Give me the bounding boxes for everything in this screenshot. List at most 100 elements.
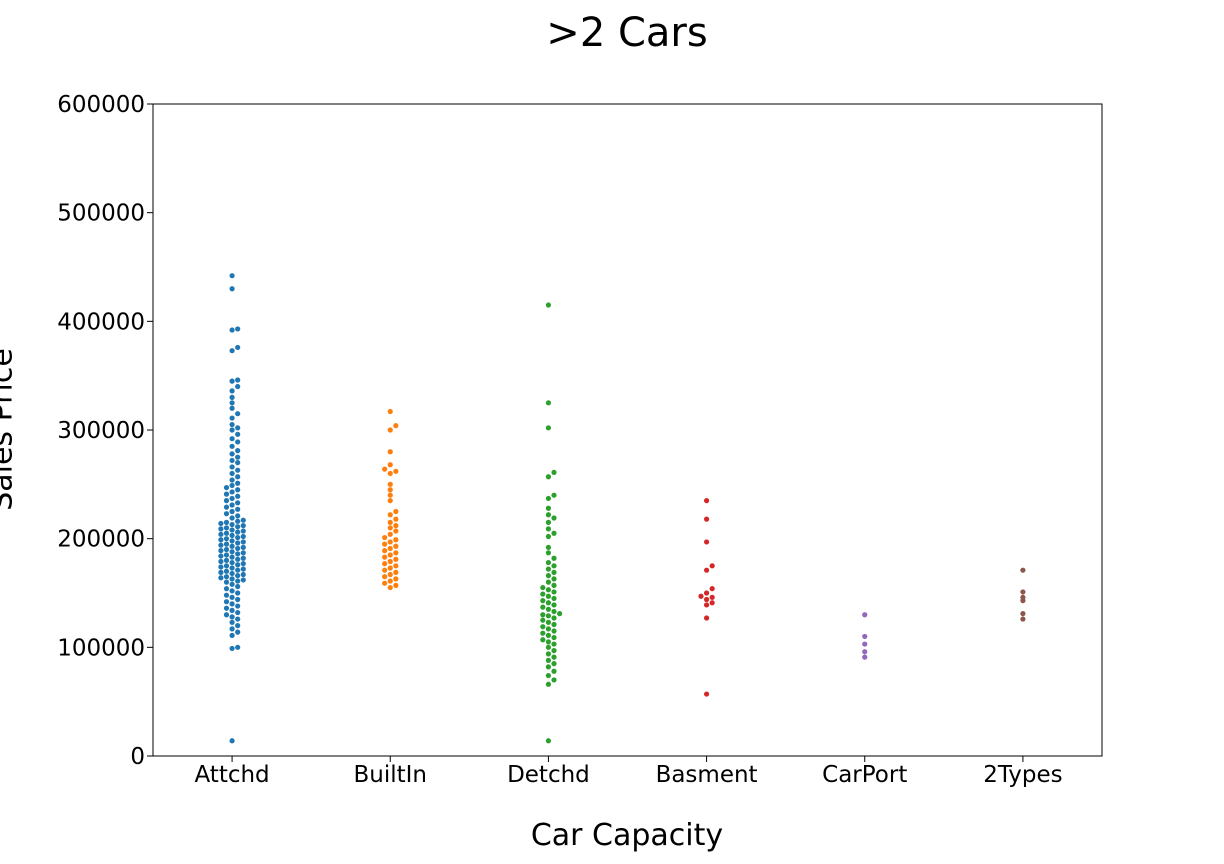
- data-point-detchd: [545, 613, 552, 619]
- data-point-attchd: [223, 568, 230, 574]
- data-point-detchd: [551, 530, 557, 536]
- data-point-builtin: [382, 534, 388, 541]
- data-point-builtin: [387, 519, 393, 525]
- data-point-attchd: [235, 474, 241, 480]
- data-point-detchd: [551, 563, 557, 569]
- data-point-attchd: [229, 508, 235, 515]
- data-point-attchd: [218, 548, 224, 554]
- data-point-attchd: [229, 570, 235, 577]
- data-point-carport: [862, 633, 868, 640]
- data-point-attchd: [223, 511, 230, 517]
- data-point-basment: [698, 593, 704, 599]
- data-point-detchd: [545, 664, 552, 670]
- data-point-builtin: [387, 512, 393, 518]
- data-point-basment: [703, 516, 710, 522]
- data-point-detchd: [545, 593, 552, 599]
- data-point-carport: [862, 612, 868, 618]
- data-point-detchd: [545, 400, 552, 406]
- data-point-detchd: [545, 639, 552, 645]
- data-point-attchd: [229, 415, 235, 421]
- data-point-basment: [709, 563, 715, 569]
- data-point-attchd: [240, 571, 246, 578]
- data-point-detchd: [545, 495, 552, 502]
- data-point-attchd: [235, 529, 241, 535]
- data-point-attchd: [229, 400, 235, 406]
- data-point-attchd: [223, 530, 230, 536]
- data-point-attchd: [229, 502, 235, 508]
- data-point-builtin: [387, 427, 393, 433]
- data-point-basment: [703, 498, 710, 504]
- data-points: [218, 273, 1026, 744]
- data-point-attchd: [235, 460, 241, 466]
- data-point-attchd: [229, 549, 235, 555]
- data-point-builtin: [387, 531, 393, 537]
- data-point-builtin: [387, 481, 393, 487]
- data-point-detchd: [545, 559, 552, 566]
- data-point-attchd: [240, 533, 246, 540]
- data-point-attchd: [229, 554, 235, 560]
- data-point-builtin: [382, 548, 388, 554]
- data-point-carport: [862, 654, 868, 660]
- data-point-attchd: [235, 540, 241, 546]
- data-point-attchd: [223, 519, 230, 525]
- data-point-basment: [709, 586, 715, 592]
- data-point-builtin: [387, 565, 393, 571]
- x-tick-label: Detchd: [507, 762, 590, 788]
- data-point-attchd: [235, 518, 241, 524]
- data-point-attchd: [235, 439, 241, 445]
- data-point-detchd: [545, 672, 552, 679]
- data-point-attchd: [218, 575, 224, 581]
- data-point-attchd: [229, 388, 235, 394]
- data-point-attchd: [229, 626, 235, 632]
- data-point-detchd: [545, 526, 552, 532]
- data-point-carport: [862, 649, 868, 655]
- y-tick-label: 600000: [57, 92, 145, 118]
- data-point-attchd: [229, 348, 235, 354]
- data-point-detchd: [545, 474, 552, 480]
- data-point-attchd: [229, 614, 235, 620]
- data-point-builtin: [393, 516, 399, 522]
- data-point-detchd: [545, 512, 552, 518]
- data-point-attchd: [235, 590, 241, 596]
- y-tick-label: 0: [130, 744, 145, 770]
- data-point-attchd: [223, 484, 230, 491]
- data-point-detchd: [545, 505, 552, 511]
- data-point-attchd: [229, 594, 235, 600]
- data-point-attchd: [223, 546, 230, 553]
- data-point-basment: [703, 615, 710, 621]
- data-point-builtin: [393, 543, 399, 549]
- data-point-attchd: [235, 616, 241, 622]
- x-tick-label: 2Types: [983, 762, 1062, 788]
- data-point-builtin: [393, 508, 399, 515]
- data-point-builtin: [387, 492, 393, 498]
- data-point-detchd: [545, 626, 552, 632]
- data-point-detchd: [551, 492, 557, 498]
- data-point-attchd: [229, 538, 235, 544]
- y-tick-label: 100000: [57, 635, 145, 661]
- data-point-attchd: [235, 562, 241, 568]
- x-tick-label: CarPort: [822, 762, 907, 788]
- data-point-attchd: [235, 448, 241, 454]
- data-point-detchd: [551, 621, 557, 628]
- data-point-attchd: [235, 326, 241, 332]
- data-point-attchd: [229, 532, 235, 539]
- data-point-detchd: [545, 644, 552, 650]
- data-point-attchd: [218, 542, 224, 548]
- data-point-attchd: [235, 603, 241, 609]
- data-point-builtin: [382, 466, 388, 472]
- data-point-2types: [1020, 611, 1026, 617]
- data-point-builtin: [393, 556, 399, 562]
- data-point-attchd: [229, 482, 235, 489]
- data-point-builtin: [387, 558, 393, 565]
- data-point-basment: [703, 691, 710, 697]
- data-point-detchd: [545, 533, 552, 540]
- data-point-attchd: [218, 520, 224, 527]
- data-point-builtin: [387, 525, 393, 531]
- data-point-builtin: [387, 552, 393, 558]
- data-point-detchd: [545, 587, 552, 593]
- data-point-attchd: [223, 586, 230, 592]
- data-point-basment: [703, 596, 710, 603]
- data-point-attchd: [223, 552, 230, 558]
- data-point-attchd: [240, 544, 246, 550]
